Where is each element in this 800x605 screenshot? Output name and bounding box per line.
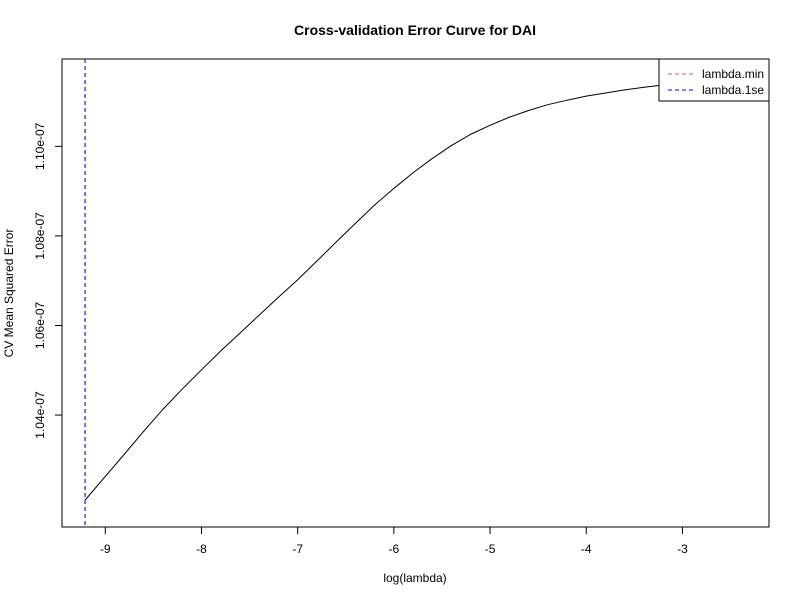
x-tick-label: -5: [485, 542, 496, 556]
chart-title: Cross-validation Error Curve for DAI: [294, 22, 536, 38]
y-axis: 1.04e-07 1.06e-07 1.08e-07 1.10e-07: [33, 122, 62, 439]
x-tick-label: -3: [677, 542, 688, 556]
x-tick-label: -4: [581, 542, 592, 556]
x-tick-label: -8: [196, 542, 207, 556]
legend-box: [658, 58, 770, 102]
y-tick-label: 1.10e-07: [33, 122, 47, 170]
y-tick-label: 1.06e-07: [33, 301, 47, 349]
x-tick-label: -9: [100, 542, 111, 556]
y-axis-label: CV Mean Squared Error: [2, 229, 16, 358]
y-tick-label: 1.04e-07: [33, 391, 47, 439]
x-axis-label: log(lambda): [383, 571, 446, 585]
legend-label-lambda-1se: lambda.1se: [702, 83, 764, 97]
plot-frame: [61, 58, 770, 528]
x-tick-label: -7: [292, 542, 303, 556]
legend: lambda.min lambda.1se: [658, 58, 770, 102]
legend-label-lambda-min: lambda.min: [702, 67, 764, 81]
y-tick-label: 1.08e-07: [33, 212, 47, 260]
cv-error-curve: [84, 82, 683, 501]
x-tick-label: -6: [389, 542, 400, 556]
x-axis: -9 -8 -7 -6 -5 -4 -3: [100, 527, 688, 556]
